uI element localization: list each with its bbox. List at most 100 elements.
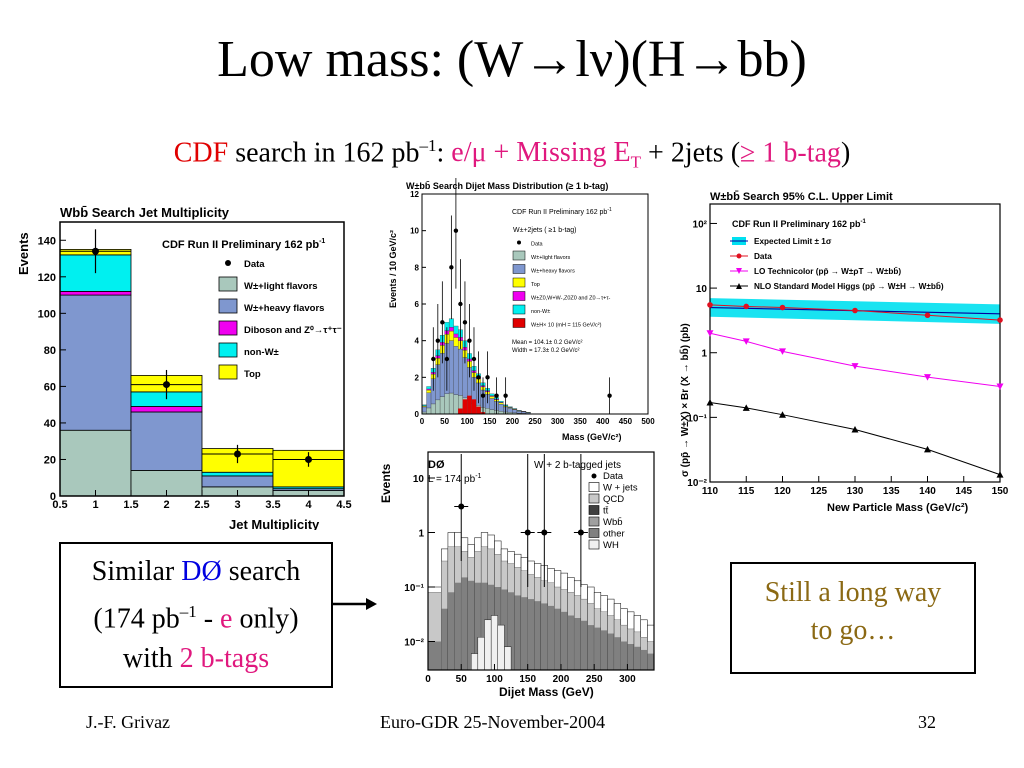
legend-nonw-swatch xyxy=(218,342,238,358)
legend-item: W±+light flavors xyxy=(531,255,570,261)
dark-bar xyxy=(560,611,568,670)
stack-bar xyxy=(426,386,432,390)
data-point xyxy=(449,265,454,270)
legend-item: tt̄ xyxy=(603,506,609,517)
legend-data-marker xyxy=(225,260,231,266)
data-point xyxy=(852,307,858,314)
stack-bar xyxy=(426,392,432,409)
data-point xyxy=(779,411,786,418)
legend-item: LO Technicolor (pp̄ → W±ρT → W±bb̄) xyxy=(754,266,901,276)
legend-swatch xyxy=(512,277,526,288)
signal-bar xyxy=(462,399,468,414)
data-point xyxy=(163,381,170,389)
x-tick-label: 120 xyxy=(774,486,791,497)
data-point xyxy=(996,471,1004,478)
y-tick-label: 12 xyxy=(410,190,419,199)
x-tick-label: 140 xyxy=(919,486,936,497)
mean-label: Mean = 104.1± 0.2 GeV/c² xyxy=(512,340,583,346)
arrow-glyph: → xyxy=(685,31,738,88)
dark-bar xyxy=(514,595,522,670)
x-tick-label: 0 xyxy=(420,417,425,426)
stack-bar xyxy=(430,403,436,415)
x-tick-label: 115 xyxy=(738,486,755,497)
x-tick-label: 2.5 xyxy=(194,499,209,511)
stack-bar xyxy=(512,409,518,413)
stack-bar xyxy=(130,406,203,413)
slide-title: Low mass: (W→lν)(H→bb) xyxy=(217,31,807,88)
y-tick-label: 80 xyxy=(44,345,56,357)
legend-swatch xyxy=(512,264,526,274)
y-tick-label: 40 xyxy=(44,418,56,430)
footer-event: Euro-GDR 25-November-2004 xyxy=(380,712,606,732)
legend-top: Top xyxy=(244,369,261,380)
legend-diboson-swatch xyxy=(218,320,238,336)
dark-bar xyxy=(541,603,548,670)
x-tick-label: 300 xyxy=(619,674,636,685)
stack-bar xyxy=(525,412,531,414)
data-point xyxy=(440,320,445,325)
y-tick-label: 1 xyxy=(701,349,707,360)
stack-bar xyxy=(448,318,454,328)
x-tick-label: 4 xyxy=(305,499,312,511)
y-tick-label: 10 xyxy=(413,474,425,485)
y-tick-label: 0 xyxy=(50,491,56,503)
dark-bar xyxy=(441,608,448,670)
y-tick-label: 8 xyxy=(415,263,420,272)
y-tick-label: 10 xyxy=(696,284,708,295)
stack-bar xyxy=(458,348,463,396)
wh-bar xyxy=(477,636,485,671)
y-tick-label: 10⁻¹ xyxy=(404,583,424,594)
x-axis-label: Mass (GeV/c²) xyxy=(562,432,622,442)
x-tick-label: 0 xyxy=(425,674,431,685)
y-tick-label: 60 xyxy=(44,381,56,393)
dark-bar xyxy=(607,633,615,670)
y-tick-label: 10⁻¹ xyxy=(687,413,707,424)
signal-bar xyxy=(467,395,472,414)
data-point xyxy=(607,393,612,398)
y-tick-label: 10² xyxy=(693,219,708,230)
dark-bar xyxy=(580,620,588,670)
stack-bar xyxy=(426,389,432,393)
x-tick-label: 50 xyxy=(440,417,449,426)
y-axis-label: Events / 10 GeV/c² xyxy=(388,230,398,308)
dark-bar xyxy=(594,627,601,670)
stack-bar xyxy=(421,406,427,413)
data-point xyxy=(92,247,99,255)
stack-bar xyxy=(130,411,203,471)
dark-bar xyxy=(614,637,621,670)
legend-item: Data xyxy=(754,252,772,261)
stack-bar xyxy=(453,346,459,395)
dark-bar xyxy=(620,641,628,670)
legend-wlight: W±+light flavors xyxy=(244,281,318,292)
stack-bar xyxy=(453,325,459,335)
data-point xyxy=(431,356,436,362)
stack-bar xyxy=(448,392,454,415)
x-tick-label: 200 xyxy=(506,417,520,426)
legend-wheavy-swatch xyxy=(218,298,238,314)
stack-bar xyxy=(448,340,454,394)
stack-bar xyxy=(201,475,274,488)
data-point xyxy=(435,338,441,343)
data-point xyxy=(742,338,750,345)
x-tick-label: 2 xyxy=(163,499,169,511)
data-point xyxy=(743,303,750,310)
chart-header: CDF Run II Preliminary 162 pb-1 xyxy=(732,219,867,229)
y-axis-label: Events xyxy=(16,232,31,275)
wh-bar xyxy=(490,615,498,671)
data-point xyxy=(779,304,786,311)
plot-frame xyxy=(427,451,655,671)
data-point xyxy=(851,425,859,433)
stack-bar xyxy=(453,394,459,415)
x-axis-label: New Particle Mass (GeV/c²) xyxy=(827,502,969,514)
upper-limit-chart: W±bb̄ Search 95% C.L. Upper Limit σ (pp̄… xyxy=(679,191,1009,514)
data-point xyxy=(444,356,450,362)
y-tick-label: 20 xyxy=(44,454,56,466)
legend-marker xyxy=(736,283,742,289)
x-tick-label: 3.5 xyxy=(265,499,280,511)
dark-bar xyxy=(647,653,654,670)
wh-bar xyxy=(484,619,492,671)
pointer-arrow xyxy=(332,598,377,610)
stack-bar xyxy=(59,291,132,296)
still-long-way-box: Still a long way to go… xyxy=(730,562,976,674)
legend-swatch xyxy=(512,318,526,328)
